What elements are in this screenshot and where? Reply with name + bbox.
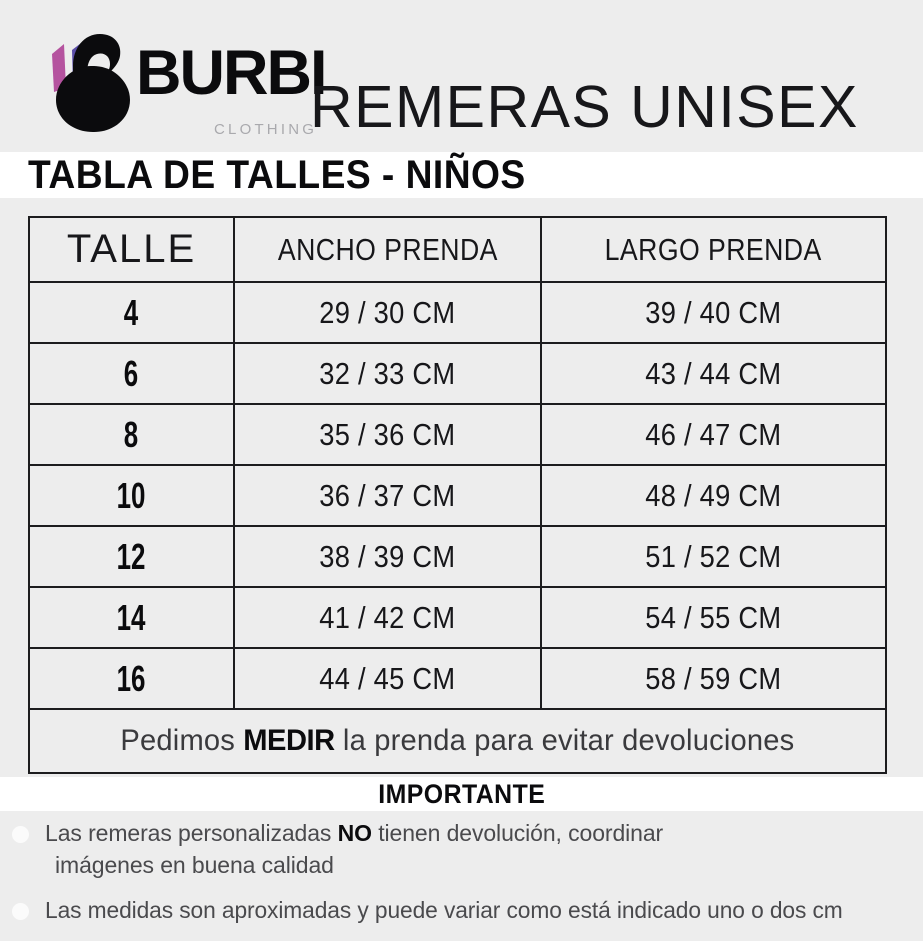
table-header-row: TALLE ANCHO PRENDA LARGO PRENDA xyxy=(28,216,887,283)
cell-talle: 12 xyxy=(28,525,235,588)
cell-ancho: 44 / 45 CM xyxy=(233,647,542,710)
column-header-talle-label: TALLE xyxy=(66,227,197,271)
important-band xyxy=(0,777,923,811)
cell-talle: 14 xyxy=(28,586,235,649)
column-header-ancho-label: ANCHO PRENDA xyxy=(277,231,498,267)
cell-talle: 8 xyxy=(28,403,235,466)
measure-note-emphasis: MEDIR xyxy=(243,724,335,757)
cell-talle: 16 xyxy=(28,647,235,710)
cell-largo: 58 / 59 CM xyxy=(540,647,887,710)
burbi-b-monogram-icon xyxy=(40,30,144,134)
column-header-largo: LARGO PRENDA xyxy=(540,216,887,283)
table-row: 4 29 / 30 CM 39 / 40 CM xyxy=(28,281,887,344)
column-header-ancho: ANCHO PRENDA xyxy=(233,216,542,283)
bullet-dot-icon xyxy=(12,826,29,843)
bullet-1-line2: imágenes en buena calidad xyxy=(55,851,334,878)
cell-ancho: 29 / 30 CM xyxy=(233,281,542,344)
bullet-1-emphasis: NO xyxy=(337,820,372,846)
important-heading-label: IMPORTANTE xyxy=(378,778,545,809)
list-item: Las remeras personalizadas NO tienen dev… xyxy=(0,818,923,881)
bullet-1-before: Las remeras personalizadas xyxy=(45,820,338,846)
page-title: REMERAS UNISEX xyxy=(310,74,859,140)
bullet-2-text: Las medidas son aproximadas y puede vari… xyxy=(45,897,843,924)
measure-note-after: la prenda para evitar devoluciones xyxy=(334,724,795,757)
table-row: 10 36 / 37 CM 48 / 49 CM xyxy=(28,464,887,527)
brand-name: BURBI xyxy=(136,38,327,108)
cell-talle: 6 xyxy=(28,342,235,405)
cell-ancho: 35 / 36 CM xyxy=(233,403,542,466)
table-row: 8 35 / 36 CM 46 / 47 CM xyxy=(28,403,887,466)
column-header-largo-label: LARGO PRENDA xyxy=(604,231,823,267)
cell-ancho: 36 / 37 CM xyxy=(233,464,542,527)
cell-largo: 46 / 47 CM xyxy=(540,403,887,466)
table-row: 14 41 / 42 CM 54 / 55 CM xyxy=(28,586,887,649)
important-bullet-list: Las remeras personalizadas NO tienen dev… xyxy=(0,818,923,941)
list-item-text: Las remeras personalizadas NO tienen dev… xyxy=(45,818,663,881)
measure-note: Pedimos MEDIR la prenda para evitar devo… xyxy=(28,708,887,774)
cell-largo: 39 / 40 CM xyxy=(540,281,887,344)
bullet-1-after: tienen devolución, coordinar xyxy=(371,820,664,846)
subtitle-band xyxy=(0,152,923,198)
cell-largo: 48 / 49 CM xyxy=(540,464,887,527)
cell-largo: 54 / 55 CM xyxy=(540,586,887,649)
measure-note-before: Pedimos xyxy=(120,724,244,757)
column-header-talle: TALLE xyxy=(28,216,235,283)
cell-ancho: 32 / 33 CM xyxy=(233,342,542,405)
cell-ancho: 41 / 42 CM xyxy=(233,586,542,649)
cell-talle: 4 xyxy=(28,281,235,344)
cell-largo: 51 / 52 CM xyxy=(540,525,887,588)
size-table: TALLE ANCHO PRENDA LARGO PRENDA 4 29 / 3… xyxy=(28,216,887,774)
subtitle: TABLA DE TALLES - NIÑOS xyxy=(28,152,526,197)
bullet-dot-icon xyxy=(12,903,29,921)
list-item-text: Las medidas son aproximadas y puede vari… xyxy=(45,895,851,927)
table-row: 6 32 / 33 CM 43 / 44 CM xyxy=(28,342,887,405)
brand-tagline: CLOTHING xyxy=(214,121,318,138)
important-heading: IMPORTANTE xyxy=(0,777,923,811)
cell-largo: 43 / 44 CM xyxy=(540,342,887,405)
cell-ancho: 38 / 39 CM xyxy=(233,525,542,588)
table-row: 12 38 / 39 CM 51 / 52 CM xyxy=(28,525,887,588)
cell-talle: 10 xyxy=(28,464,235,527)
table-note-row: Pedimos MEDIR la prenda para evitar devo… xyxy=(28,708,887,774)
table-row: 16 44 / 45 CM 58 / 59 CM xyxy=(28,647,887,710)
size-table-wrapper: TALLE ANCHO PRENDA LARGO PRENDA 4 29 / 3… xyxy=(28,216,887,774)
header: BURBI CLOTHING REMERAS UNISEX xyxy=(0,0,923,152)
list-item: Las medidas son aproximadas y puede vari… xyxy=(0,895,923,927)
brand-logo: BURBI CLOTHING xyxy=(32,28,327,140)
